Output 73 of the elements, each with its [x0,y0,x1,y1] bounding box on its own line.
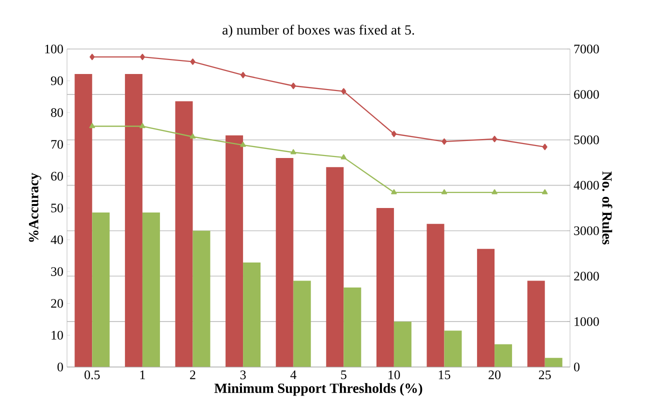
y2-tick-label: 2000 [574,272,599,281]
y2-tick-label: 0 [574,362,580,372]
y-tick-label: 80 [51,108,63,117]
y-tick-label: 90 [50,76,63,86]
bar [527,280,545,367]
bar [192,230,210,367]
point [442,138,447,145]
bar [175,101,193,367]
x-tick-label: 4 [290,370,296,380]
bar [394,322,412,367]
point [441,189,448,194]
x-tick-label: 25 [538,370,551,380]
point [190,134,196,139]
point [240,72,246,78]
y-tick-label: 10 [52,330,63,340]
y-tick-label: 0 [58,362,63,372]
y-tick-label: 100 [45,44,63,54]
x-axis-title: Minimum Support Thresholds (%) [214,383,422,396]
x-tick-label: 3 [240,370,246,380]
point [140,54,145,60]
bar [494,344,512,367]
y-axis-title: %Accuracy [28,172,42,242]
bar [376,208,394,367]
point [542,144,548,150]
bar [74,74,92,367]
bar [142,212,160,367]
point [240,142,246,147]
point [542,189,548,194]
bar [243,262,261,367]
bar [276,158,294,367]
x-tick-label: 20 [488,370,501,380]
point [340,154,346,160]
bar [326,167,344,367]
y2-tick-label: 5000 [574,135,599,144]
bar [124,74,142,367]
point [391,130,396,138]
y-tick-label: 60 [51,172,63,181]
chart-title: a) number of boxes was fixed at 5. [222,24,414,38]
y2-tick-label: 7000 [574,44,599,54]
x-tick-label: 5 [341,370,346,380]
bar [293,280,311,367]
bar [226,135,244,367]
point [290,149,296,154]
point [140,123,146,128]
x-tick-label: 0.5 [84,370,100,380]
y2-tick-label: 3000 [574,226,599,236]
y2-tick-label: 1000 [574,317,599,326]
y2-tick-label: 6000 [574,90,599,99]
x-tick-label: 2 [190,370,196,380]
y2-tick-label: 4000 [574,180,599,190]
bar [477,248,495,367]
point [90,54,95,60]
point [341,88,346,94]
point [391,189,397,194]
x-tick-label: 15 [438,370,450,380]
bar [444,330,462,367]
point [290,82,296,90]
bar [92,212,110,367]
point [492,189,498,194]
point [190,58,196,65]
y-tick-label: 20 [51,299,63,308]
y-tick-label: 30 [51,267,63,276]
y-tick-label: 70 [51,140,63,149]
x-tick-label: 10 [388,370,400,380]
bar [426,224,444,367]
point [492,136,498,142]
x-tick-label: 1 [140,370,145,380]
point [89,123,95,128]
bar [344,288,362,367]
y-tick-label: 40 [50,235,63,244]
bar [544,358,562,367]
y2-axis-title: No. of Rules [602,171,612,244]
y-tick-label: 50 [51,204,63,212]
